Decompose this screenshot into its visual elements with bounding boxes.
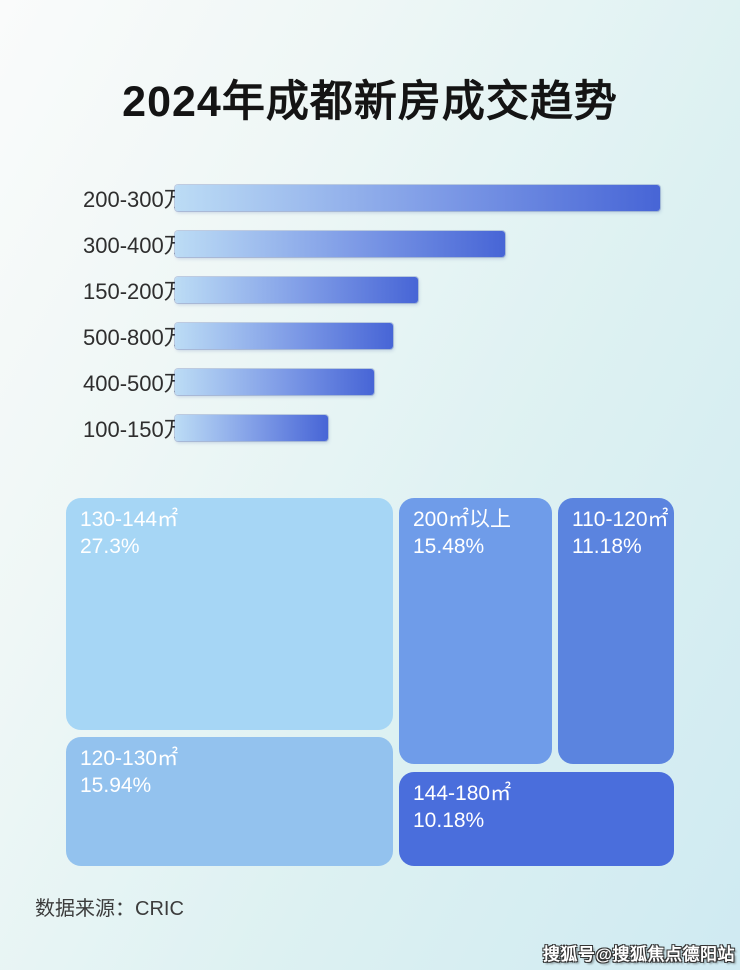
bar-track	[175, 322, 660, 349]
bar-track	[175, 230, 660, 257]
bar-row: 100-150万	[0, 414, 740, 442]
treemap-tile-200-plus: 200㎡以上 15.48%	[399, 498, 552, 764]
treemap-tile-144-180: 144-180㎡ 10.18%	[399, 772, 674, 866]
bar-row: 500-800万	[0, 322, 740, 350]
bar-track	[175, 368, 660, 395]
bar-track	[175, 184, 660, 211]
tile-label: 120-130㎡	[80, 747, 179, 770]
treemap-tile-120-130: 120-130㎡ 15.94%	[66, 737, 393, 866]
data-source-note: 数据来源：CRIC	[35, 898, 184, 920]
tile-label: 110-120㎡	[572, 508, 669, 531]
bar-row: 300-400万	[0, 230, 740, 258]
tile-value: 15.48%	[413, 535, 485, 559]
bar-track	[175, 276, 660, 303]
bar-row: 150-200万	[0, 276, 740, 304]
bar-category-label: 200-300万	[83, 186, 186, 212]
tile-label: 144-180㎡	[413, 782, 512, 805]
unit-size-treemap: 130-144㎡ 27.3% 200㎡以上 15.48% 110-120㎡ 11…	[66, 498, 674, 866]
tile-value: 10.18%	[413, 809, 485, 833]
treemap-tile-110-120: 110-120㎡ 11.18%	[558, 498, 674, 764]
price-range-bar-chart: 200-300万 300-400万 150-200万 500-800万 400-…	[0, 184, 740, 460]
bar-category-label: 150-200万	[83, 278, 186, 304]
bar	[175, 276, 418, 303]
tile-value: 11.18%	[572, 535, 642, 559]
treemap-tile-130-144: 130-144㎡ 27.3%	[66, 498, 393, 730]
bar	[175, 368, 374, 395]
tile-value: 27.3%	[80, 535, 140, 559]
watermark-text: 搜狐号@搜狐焦点德阳站	[542, 945, 735, 964]
bar-category-label: 500-800万	[83, 324, 186, 350]
page-title: 2024年成都新房成交趋势	[122, 77, 618, 126]
bar-row: 400-500万	[0, 368, 740, 396]
bar	[175, 230, 505, 257]
bar	[175, 184, 660, 211]
tile-value: 15.94%	[80, 774, 152, 798]
bar-category-label: 300-400万	[83, 232, 186, 258]
bar-category-label: 100-150万	[83, 416, 186, 442]
bar	[175, 414, 328, 441]
bar	[175, 322, 394, 349]
bar-row: 200-300万	[0, 184, 740, 212]
bar-category-label: 400-500万	[83, 370, 186, 396]
tile-label: 130-144㎡	[80, 508, 179, 531]
tile-label: 200㎡以上	[413, 508, 512, 531]
bar-track	[175, 414, 660, 441]
